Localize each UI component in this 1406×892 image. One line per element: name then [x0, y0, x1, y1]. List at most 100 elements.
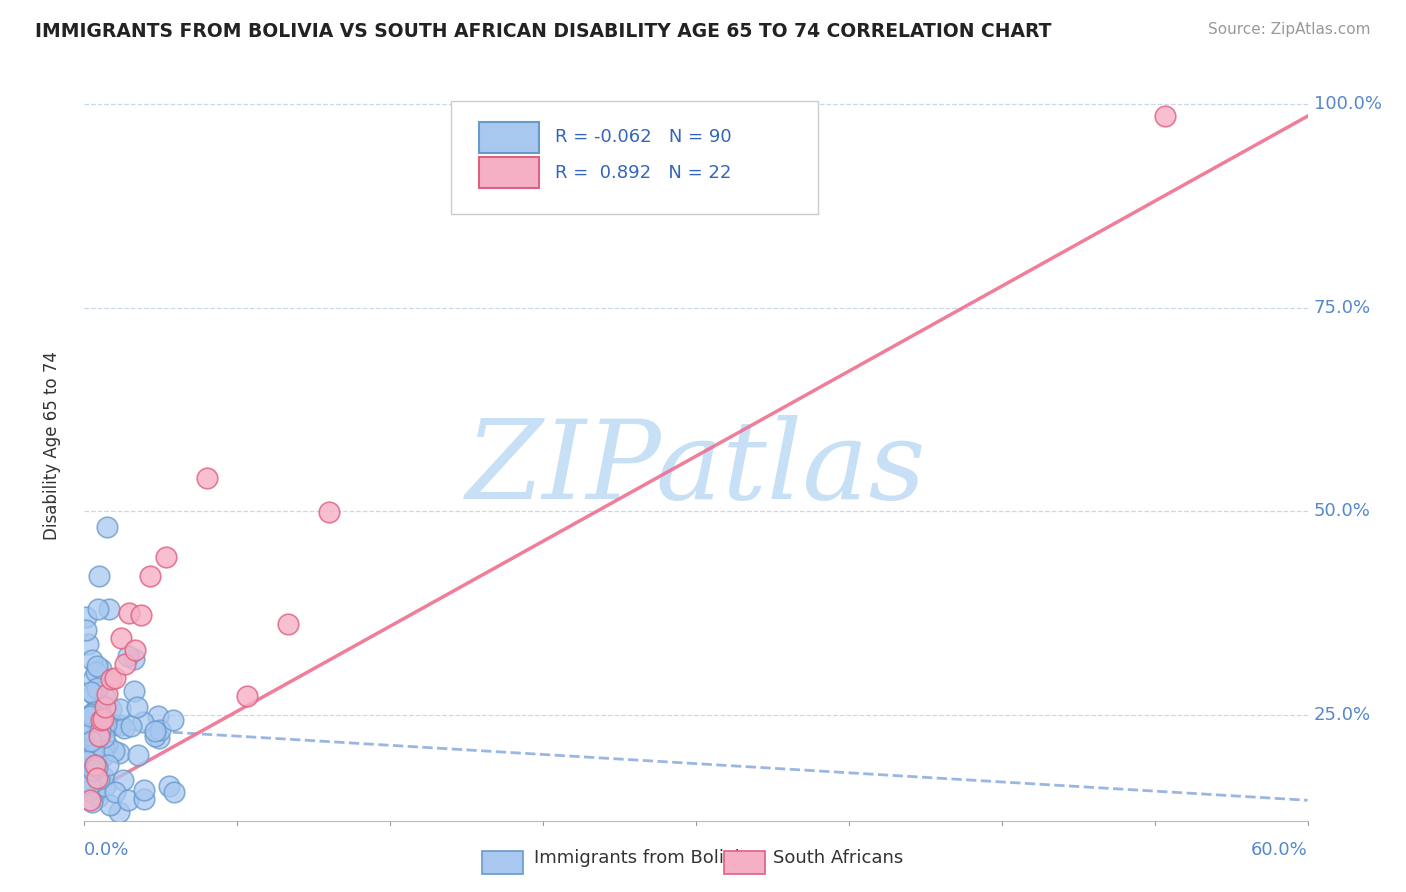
Point [84, 742, 107, 756]
Point [86, 690, 108, 705]
Point [83, 731, 105, 746]
Text: 60.0%: 60.0% [1251, 841, 1308, 859]
Point [97, 719, 120, 733]
Point [79, 793, 101, 807]
Point [84, 665, 107, 680]
Point [104, 785, 127, 799]
Point [76, 784, 98, 798]
Text: ZIPatlas: ZIPatlas [465, 415, 927, 522]
Point [149, 723, 172, 737]
Point [110, 631, 132, 645]
Point [108, 702, 131, 716]
Point [77, 729, 100, 743]
Point [103, 744, 125, 758]
Point [96, 520, 118, 534]
Point [75, 723, 97, 738]
Point [82, 687, 104, 701]
Point [318, 505, 340, 519]
Point [162, 785, 184, 799]
Point [93, 730, 115, 744]
Point [79, 710, 101, 724]
Point [96, 687, 118, 701]
Point [122, 652, 145, 666]
Point [104, 672, 127, 686]
Text: 25.0%: 25.0% [1313, 706, 1371, 723]
Point [82, 795, 104, 809]
Point [80, 747, 103, 762]
Point [80, 706, 103, 721]
Point [112, 721, 135, 735]
Point [93, 716, 115, 731]
Point [86, 703, 108, 717]
Point [97, 602, 120, 616]
Point [91, 712, 114, 726]
Point [134, 792, 156, 806]
Point [79, 709, 101, 723]
Text: IMMIGRANTS FROM BOLIVIA VS SOUTH AFRICAN DISABILITY AGE 65 TO 74 CORRELATION CHA: IMMIGRANTS FROM BOLIVIA VS SOUTH AFRICAN… [35, 22, 1052, 41]
Point [76, 755, 98, 769]
Point [94, 779, 117, 793]
Point [87, 729, 110, 743]
Point [89, 662, 111, 676]
Point [155, 549, 177, 564]
Point [124, 642, 146, 657]
Point [117, 793, 139, 807]
Point [103, 717, 125, 731]
Text: 100.0%: 100.0% [1313, 95, 1382, 113]
Point [1154, 109, 1177, 123]
Point [148, 731, 170, 745]
Point [86, 771, 108, 785]
Point [87, 789, 110, 804]
Point [89, 724, 111, 739]
Point [83, 705, 105, 719]
Point [100, 673, 122, 687]
Point [127, 700, 149, 714]
Point [118, 606, 141, 620]
Point [100, 702, 122, 716]
Text: 50.0%: 50.0% [1313, 502, 1371, 520]
Point [75, 610, 97, 624]
Text: South Africans: South Africans [773, 849, 904, 867]
Point [75, 716, 97, 731]
Point [107, 805, 129, 820]
Text: Immigrants from Bolivia: Immigrants from Bolivia [534, 849, 751, 867]
Point [87, 569, 110, 583]
Point [87, 742, 110, 756]
Point [94, 690, 117, 704]
Point [277, 617, 299, 632]
Point [84, 723, 107, 738]
Text: 75.0%: 75.0% [1313, 299, 1371, 317]
Point [93, 718, 115, 732]
Point [91, 723, 114, 737]
FancyBboxPatch shape [479, 157, 540, 188]
Point [80, 685, 103, 699]
Point [138, 569, 160, 583]
Point [93, 741, 115, 756]
Point [93, 699, 115, 714]
Point [80, 758, 103, 772]
Point [124, 684, 146, 698]
FancyBboxPatch shape [451, 102, 818, 214]
Point [87, 725, 110, 739]
Point [162, 713, 184, 727]
Point [98, 716, 121, 731]
Point [134, 782, 156, 797]
Point [94, 716, 117, 731]
Point [127, 747, 149, 762]
Point [75, 623, 97, 637]
Point [90, 723, 112, 737]
Point [131, 607, 153, 622]
Point [236, 689, 259, 703]
Text: Source: ZipAtlas.com: Source: ZipAtlas.com [1208, 22, 1371, 37]
Point [90, 713, 112, 727]
Point [75, 762, 97, 776]
Point [79, 777, 101, 791]
Point [84, 787, 107, 801]
Point [157, 779, 180, 793]
Point [82, 672, 104, 686]
Point [77, 637, 100, 651]
Point [112, 773, 135, 788]
Point [86, 602, 108, 616]
Point [80, 653, 103, 667]
Point [146, 708, 169, 723]
